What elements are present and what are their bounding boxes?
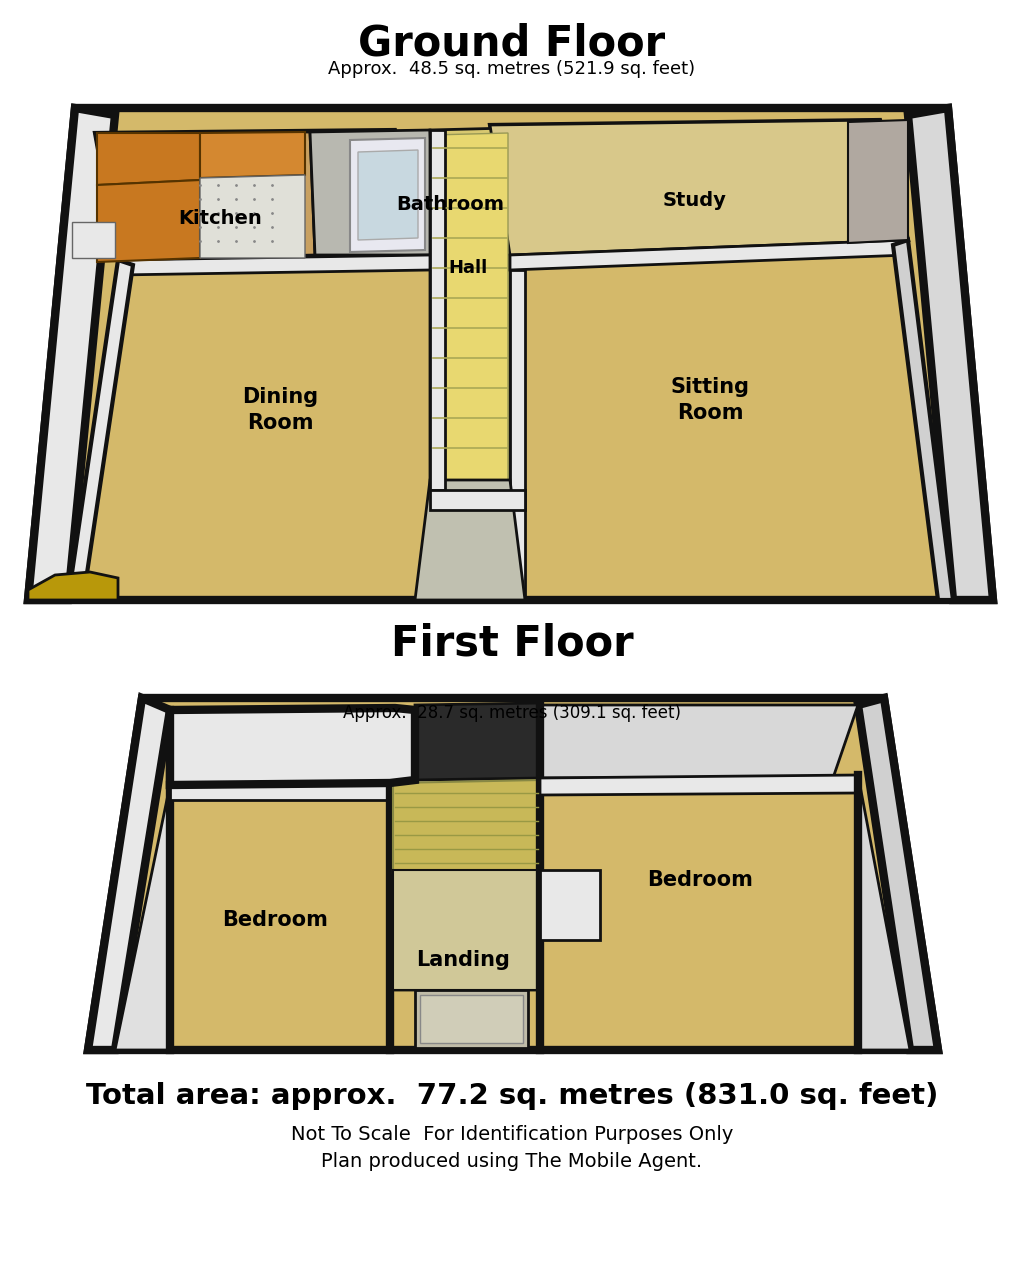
Polygon shape <box>115 785 170 1050</box>
Polygon shape <box>540 705 858 778</box>
Polygon shape <box>393 870 540 990</box>
Text: Approx.  28.7 sq. metres (309.1 sq. feet): Approx. 28.7 sq. metres (309.1 sq. feet) <box>343 704 681 722</box>
Text: Landing: Landing <box>416 950 510 970</box>
Text: Ground Floor: Ground Floor <box>358 22 666 64</box>
Polygon shape <box>858 697 938 1050</box>
Polygon shape <box>908 108 993 600</box>
Polygon shape <box>858 776 910 1050</box>
Polygon shape <box>95 129 430 260</box>
Text: Not To Scale  For Identification Purposes Only: Not To Scale For Identification Purposes… <box>291 1126 733 1144</box>
Polygon shape <box>415 990 528 1047</box>
Polygon shape <box>848 121 908 244</box>
Polygon shape <box>432 133 508 479</box>
Polygon shape <box>118 255 430 276</box>
Polygon shape <box>540 870 600 940</box>
Polygon shape <box>200 176 305 258</box>
Polygon shape <box>350 138 425 253</box>
Polygon shape <box>420 995 523 1044</box>
Polygon shape <box>310 129 435 255</box>
Polygon shape <box>510 271 525 600</box>
Text: Dining
Room: Dining Room <box>242 387 318 433</box>
Text: Bathroom: Bathroom <box>396 195 504 214</box>
Text: Plan produced using The Mobile Agent.: Plan produced using The Mobile Agent. <box>322 1153 702 1170</box>
Polygon shape <box>72 222 115 258</box>
Polygon shape <box>415 703 540 779</box>
Polygon shape <box>88 697 170 1050</box>
Polygon shape <box>28 108 993 600</box>
Polygon shape <box>430 129 445 490</box>
Text: Sitting
Room: Sitting Room <box>671 377 750 423</box>
Text: First Floor: First Floor <box>391 622 633 664</box>
Text: Bedroom: Bedroom <box>222 910 328 929</box>
Polygon shape <box>200 132 305 178</box>
Polygon shape <box>358 150 418 240</box>
Polygon shape <box>430 490 525 510</box>
Text: Study: Study <box>664 191 727 209</box>
Polygon shape <box>490 121 908 255</box>
Polygon shape <box>893 240 953 600</box>
Text: Approx.  48.5 sq. metres (521.9 sq. feet): Approx. 48.5 sq. metres (521.9 sq. feet) <box>329 60 695 78</box>
Text: Kitchen: Kitchen <box>178 209 262 227</box>
Polygon shape <box>415 479 525 600</box>
Polygon shape <box>28 572 118 600</box>
Polygon shape <box>370 708 415 783</box>
Polygon shape <box>95 132 315 260</box>
Polygon shape <box>97 133 200 185</box>
Polygon shape <box>97 179 200 262</box>
Text: Bedroom: Bedroom <box>647 870 753 890</box>
Polygon shape <box>430 128 510 490</box>
Polygon shape <box>490 121 908 255</box>
Polygon shape <box>510 240 908 271</box>
Polygon shape <box>393 779 540 873</box>
Polygon shape <box>170 783 390 800</box>
Polygon shape <box>28 108 115 600</box>
Polygon shape <box>68 260 133 600</box>
Text: Total area: approx.  77.2 sq. metres (831.0 sq. feet): Total area: approx. 77.2 sq. metres (831… <box>86 1082 938 1110</box>
Polygon shape <box>88 697 938 1050</box>
Text: Hall: Hall <box>449 259 487 277</box>
Polygon shape <box>540 776 858 795</box>
Polygon shape <box>170 708 395 785</box>
Polygon shape <box>170 708 415 785</box>
Polygon shape <box>390 778 540 990</box>
